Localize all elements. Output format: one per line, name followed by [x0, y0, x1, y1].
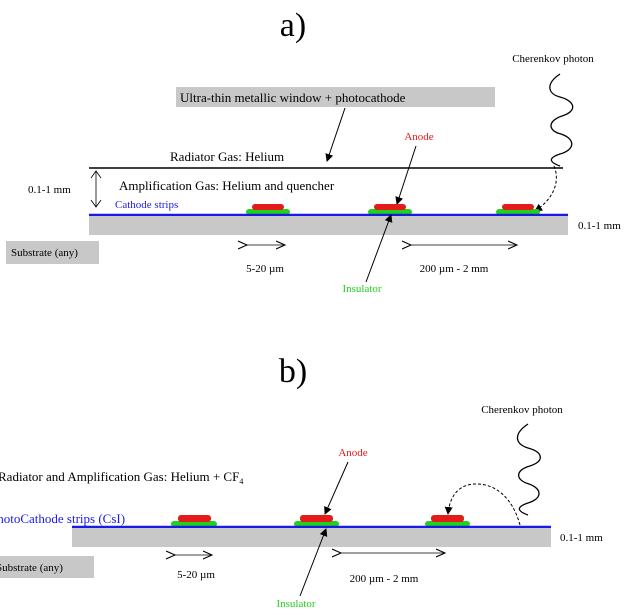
- electrode-a-2: [368, 204, 412, 215]
- cherenkov-photon-label: Cherenkov photon: [512, 53, 594, 65]
- electrode-a-3: [496, 204, 540, 215]
- substrate-thickness-label: 0.1-1 mm: [578, 220, 621, 232]
- substrate-label-box: [6, 241, 99, 264]
- panel-a: a) Cherenkov photon Ultra-thin metallic …: [6, 7, 621, 295]
- radiator-gas-label: Radiator Gas: Helium: [170, 149, 284, 164]
- insulator-strip: [496, 209, 540, 215]
- anode-strip: [374, 204, 406, 210]
- strip-width-label: 5-20 µm: [177, 569, 215, 581]
- electrode-a-1: [246, 204, 290, 215]
- strip-width-label: 5-20 µm: [246, 263, 284, 275]
- gas-label: Radiator and Amplification Gas: Helium +…: [0, 469, 243, 486]
- photon-path-dashed: [534, 165, 557, 212]
- substrate-thickness-label: 0.1-1 mm: [560, 532, 603, 544]
- substrate-label-box: [0, 556, 94, 578]
- anode-strip: [252, 204, 284, 210]
- anode-label: Anode: [404, 131, 433, 143]
- window-pointer-arrow: [325, 107, 346, 162]
- insulator-strip: [171, 521, 217, 527]
- window-label: Ultra-thin metallic window + photocathod…: [180, 90, 406, 105]
- insulator-strip: [368, 209, 412, 215]
- anode-pointer-arrow: [395, 145, 417, 205]
- gap-arrow-head-bottom: [90, 199, 102, 208]
- panel-b: b) Cherenkov photon Anode Radiator and A…: [0, 353, 603, 610]
- window-label-box: [176, 87, 495, 107]
- anode-label: Anode: [338, 447, 367, 459]
- anode-strip: [502, 204, 534, 210]
- gas-subscript: 4: [239, 477, 243, 486]
- cathode-strips-label: Cathode strips: [115, 199, 178, 211]
- substrate-block: [89, 216, 568, 235]
- insulator-strip: [246, 209, 290, 215]
- anode-strip: [300, 515, 333, 522]
- substrate-block: [72, 528, 551, 547]
- anode-pointer-arrow: [324, 461, 349, 515]
- insulator-pointer-arrow: [365, 214, 393, 283]
- cherenkov-photon-label: Cherenkov photon: [481, 404, 563, 416]
- pitch-label: 200 µm - 2 mm: [350, 573, 419, 585]
- insulator-strip: [425, 521, 470, 527]
- insulator-strip: [294, 521, 339, 527]
- photon-path-dashed: [444, 483, 521, 526]
- cherenkov-photon-wave: [516, 423, 541, 516]
- panel-b-label: b): [279, 353, 307, 390]
- cherenkov-photon-wave: [549, 73, 574, 167]
- electrode-b-1: [171, 515, 217, 527]
- gap-arrow-head-top: [90, 170, 102, 179]
- panel-a-label: a): [280, 7, 306, 44]
- gap-thickness-label: 0.1-1 mm: [28, 184, 71, 196]
- insulator-pointer-arrow: [299, 528, 328, 597]
- electrode-b-2: [294, 515, 339, 527]
- substrate-label: Substrate (any): [11, 247, 78, 259]
- photocathode-strips-label: PhotoCathode strips (CsI): [0, 511, 125, 526]
- amplification-gas-label: Amplification Gas: Helium and quencher: [119, 178, 335, 193]
- insulator-label: Insulator: [276, 598, 315, 610]
- anode-strip: [431, 515, 464, 522]
- pitch-label: 200 µm - 2 mm: [420, 263, 489, 275]
- substrate-label: Substrate (any): [0, 562, 63, 574]
- insulator-label: Insulator: [342, 283, 381, 295]
- electrode-b-3: [425, 515, 470, 527]
- anode-strip: [178, 515, 211, 522]
